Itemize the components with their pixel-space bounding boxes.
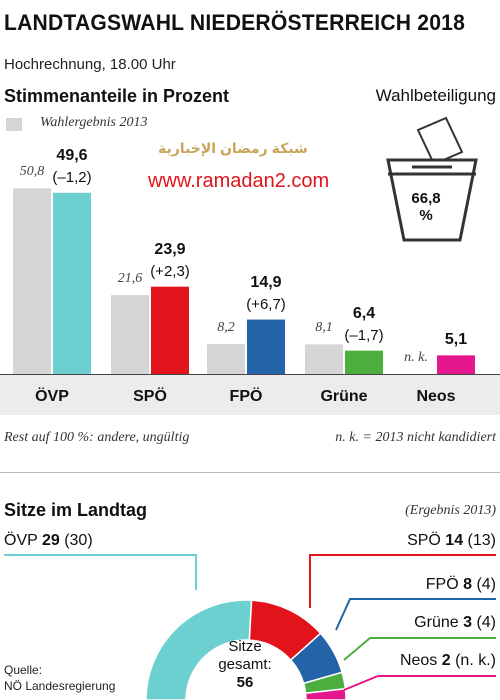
bar-2018-grne (345, 350, 383, 374)
seats-section-title: Sitze im Landtag (4, 500, 148, 520)
value-label-2013-vp: 50,8 (19, 164, 45, 180)
legend-label-2013: Wahlergebnis 2013 (40, 115, 148, 130)
leader-line-fp (335, 598, 496, 631)
leader-line-sp (309, 554, 496, 608)
bar-2013-sp (111, 295, 149, 374)
change-label-grne: (–1,7) (344, 326, 384, 344)
votes-section-title: Stimmenanteile in Prozent (4, 86, 230, 106)
seat-label-neos: Neos 2 (n. k.) (400, 652, 496, 670)
seat-count-vp: 29 (41, 532, 60, 549)
seat-party-fp: FPÖ (425, 576, 464, 593)
value-label-2018-grne: 6,4 (352, 304, 376, 322)
seat-count-sp: 14 (445, 532, 464, 549)
source-label: Quelle: (4, 663, 43, 677)
seat-label-fp: FPÖ 8 (4) (426, 576, 496, 594)
turnout-value: 66,8 % (406, 190, 446, 224)
seats-center-line1: Sitze (228, 638, 262, 655)
category-label-grne: Grüne (320, 388, 368, 405)
value-label-2018-vp: 49,6 (56, 146, 88, 164)
legend-swatch-2013 (6, 118, 22, 131)
value-label-2013-sp: 21,6 (117, 271, 143, 287)
seat-party-sp: SPÖ (407, 532, 446, 549)
bar-2018-sp (151, 286, 189, 374)
watermark-arabic: شبكة رمضان الإخبارية (158, 140, 308, 156)
subtitle: Hochrechnung, 18.00 Uhr (4, 56, 176, 73)
ballot-box (386, 158, 478, 242)
seat-count-neos: 2 (441, 652, 451, 669)
seat-label-vp: ÖVP 29 (30) (4, 532, 93, 550)
footnote-rest: Rest auf 100 %: andere, ungültig (4, 430, 190, 445)
page-title: LANDTAGSWAHL NIEDERÖSTERREICH 2018 (4, 10, 466, 35)
seat-count-grne: 3 (463, 614, 472, 631)
watermark-url: www.ramadan2.com (148, 170, 330, 192)
seat-party-grne: Grüne (414, 614, 464, 631)
seat-label-grne: Grüne 3 (4) (414, 614, 496, 632)
chart-baseline (0, 374, 500, 375)
leader-line-vp (4, 554, 197, 590)
source: Quelle: NÖ Landesregierung (4, 662, 115, 694)
change-label-vp: (–1,2) (52, 168, 92, 186)
value-label-2013-grne: 8,1 (315, 320, 333, 336)
category-band (0, 375, 500, 415)
seat-label-sp: SPÖ 14 (13) (407, 532, 496, 550)
value-label-2018-neos: 5,1 (444, 331, 468, 349)
turnout-number: 66,8 (411, 190, 441, 207)
seat-previous-neos: (n. k.) (450, 652, 496, 669)
change-label-sp: (+2,3) (150, 262, 190, 280)
seat-party-neos: Neos (399, 652, 442, 669)
seats-center-line2: gesamt: (218, 656, 272, 673)
bar-2013-vp (13, 188, 51, 374)
category-label-neos: Neos (416, 388, 456, 405)
leader-line-grne (343, 637, 496, 661)
seats-total-value: 56 (236, 674, 254, 691)
bar-2013-fp (207, 344, 245, 374)
donut-slice-neos (304, 687, 347, 700)
footnote-nk: n. k. = 2013 nicht kandidiert (335, 430, 496, 445)
seats-total: Sitze gesamt: 56 (200, 638, 290, 692)
seat-previous-grne: (4) (472, 614, 496, 631)
seat-party-vp: ÖVP (4, 532, 42, 549)
seat-previous-sp: (13) (463, 532, 496, 549)
category-label-vp: ÖVP (35, 388, 69, 405)
seat-previous-fp: (4) (472, 576, 496, 593)
turnout-label: Wahlbeteiligung (375, 86, 496, 105)
value-label-2013-fp: 8,2 (217, 320, 235, 336)
turnout-unit: % (419, 207, 433, 224)
source-name: NÖ Landesregierung (4, 679, 116, 693)
bar-2018-neos (437, 355, 475, 374)
bar-2018-vp (53, 192, 91, 374)
value-label-2018-fp: 14,9 (250, 273, 282, 291)
value-label-2013-neos: n. k. (404, 350, 428, 365)
category-label-sp: SPÖ (133, 388, 167, 405)
change-label-fp: (+6,7) (246, 295, 286, 313)
value-label-2018-sp: 23,9 (154, 240, 186, 258)
bar-2018-fp (247, 319, 285, 374)
divider (0, 472, 500, 473)
ballot-paper (416, 116, 464, 166)
seats-note: (Ergebnis 2013) (405, 503, 496, 518)
seat-previous-vp: (30) (59, 532, 93, 549)
bar-2013-grne (305, 344, 343, 374)
seat-count-fp: 8 (463, 576, 472, 593)
category-label-fp: FPÖ (229, 388, 263, 405)
leader-line-neos (343, 675, 496, 691)
